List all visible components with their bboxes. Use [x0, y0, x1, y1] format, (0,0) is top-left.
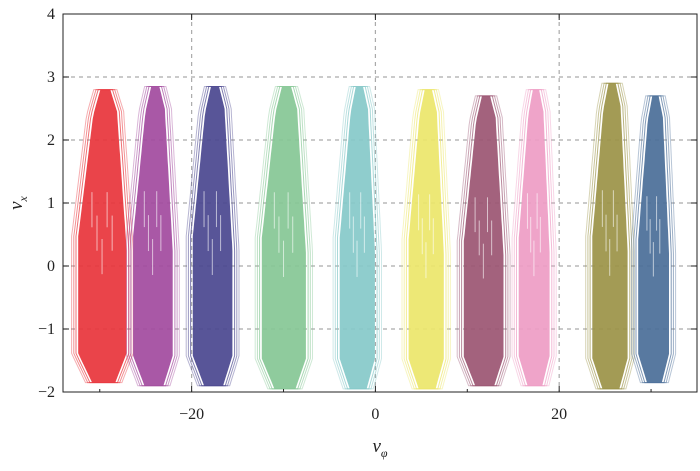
cluster-5 [332, 86, 382, 390]
axis-ticks: −20 0 20 −2 −1 0 1 2 3 4 [38, 6, 697, 423]
cluster-series [71, 82, 677, 390]
cluster-body [408, 89, 444, 389]
x-tick-label: −20 [179, 406, 204, 423]
cluster-contour [456, 95, 511, 387]
cluster-contour [403, 89, 449, 390]
cluster-body [592, 83, 628, 389]
cluster-1 [71, 89, 134, 384]
y-tick-label: 3 [47, 69, 55, 86]
y-tick-label: 4 [47, 6, 55, 23]
cluster-contour [73, 89, 132, 384]
cluster-contour [332, 86, 382, 390]
cluster-contour [585, 82, 635, 390]
cluster-7 [456, 95, 511, 387]
cluster-body [339, 86, 375, 389]
cluster-body [133, 86, 173, 386]
cluster-contour [633, 95, 674, 384]
y-tick-label: 1 [47, 195, 55, 212]
x-tick-label: 0 [371, 406, 379, 423]
cluster-10 [631, 95, 677, 384]
cluster-4 [254, 86, 313, 390]
cluster-contour [128, 86, 178, 387]
cluster-contour [511, 89, 557, 387]
cluster-6 [401, 89, 451, 390]
cluster-contour [185, 86, 240, 387]
cluster-2 [126, 86, 180, 387]
cluster-contour [187, 86, 238, 387]
cluster-contour [631, 95, 677, 384]
x-axis-label: vφ [372, 436, 387, 460]
cluster-contour [401, 89, 451, 390]
cluster-contour [334, 86, 380, 390]
cluster-body [638, 95, 669, 383]
cluster-body [192, 86, 233, 386]
y-tick-label: −1 [38, 321, 55, 338]
cluster-contour [513, 89, 555, 387]
cluster-3 [185, 86, 240, 387]
cluster-body [261, 86, 306, 389]
cluster-contour [458, 95, 509, 387]
y-tick-label: 0 [47, 258, 55, 275]
x-tick-label: 20 [551, 406, 567, 423]
cluster-contour [71, 89, 134, 384]
cluster-contour [587, 82, 633, 390]
cluster-body [518, 89, 550, 386]
cluster-body [463, 95, 504, 386]
cluster-body [78, 89, 127, 383]
cluster-contour [254, 86, 313, 390]
cluster-8 [511, 89, 557, 387]
y-tick-label: −2 [38, 384, 55, 401]
cluster-contour [126, 86, 180, 387]
y-tick-label: 2 [47, 132, 55, 149]
cluster-contour [256, 86, 311, 390]
cluster-9 [585, 82, 635, 390]
y-axis-label: vx [6, 195, 30, 209]
